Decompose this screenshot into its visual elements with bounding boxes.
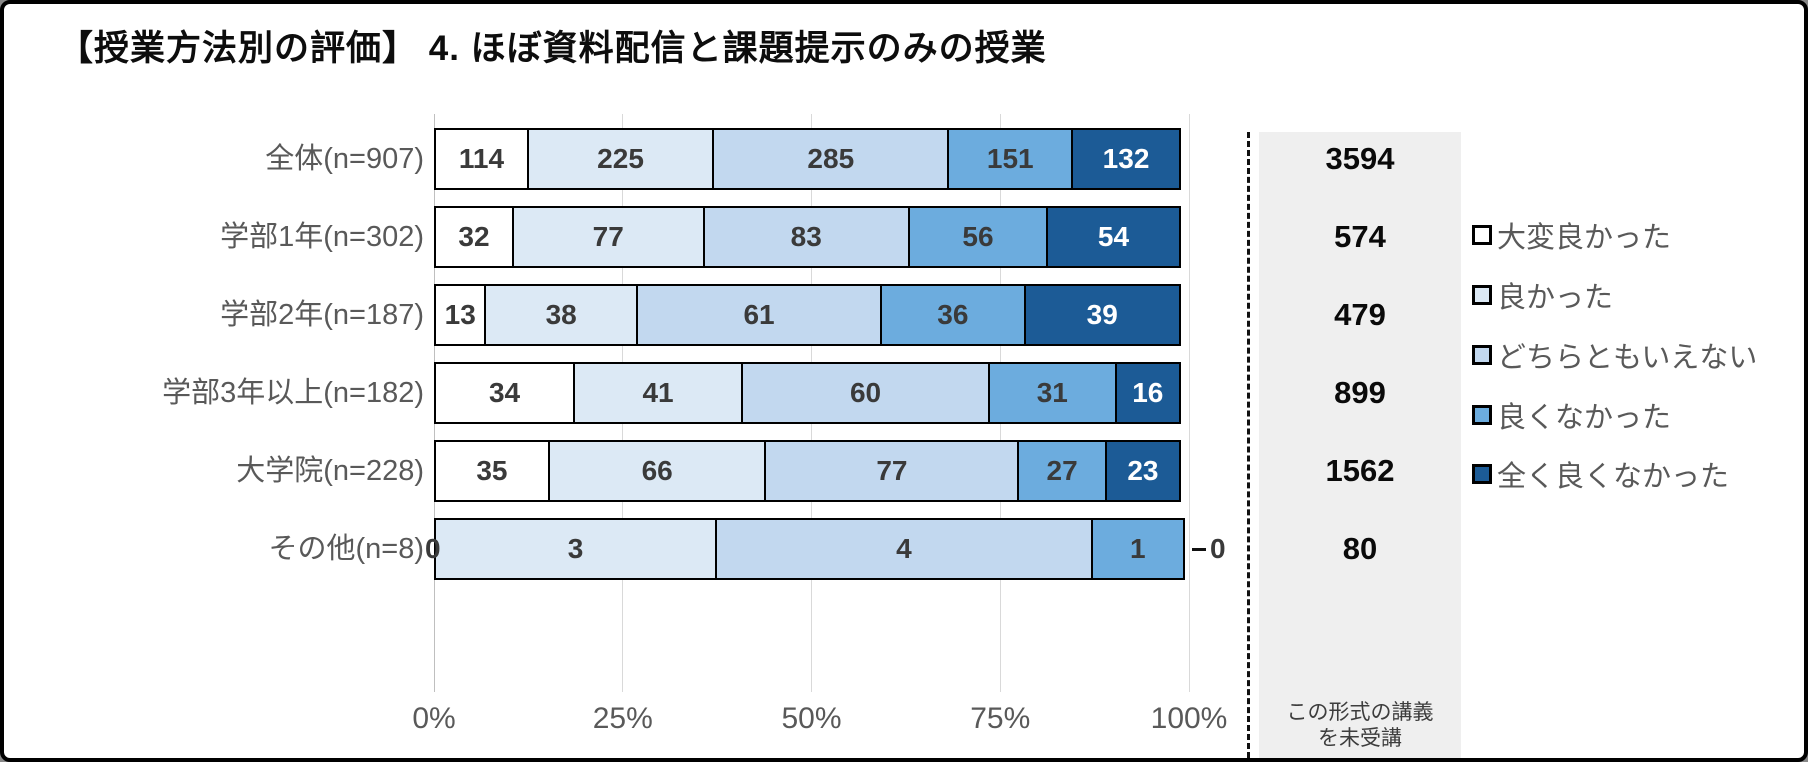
bar-segment: 32 (434, 206, 514, 268)
stacked-bar: 34 41 60 31 16 (434, 362, 1189, 424)
legend-label: 良くなかった (1497, 402, 1672, 434)
x-tick-label: 50% (781, 702, 842, 735)
bar-segment: 13 (434, 284, 487, 346)
not-attended-value: 80 (1342, 531, 1378, 566)
category-label: その他(n=8) (268, 533, 424, 565)
bar-segment: 38 (484, 284, 638, 346)
stacked-bar: 32 77 83 56 54 (434, 206, 1189, 268)
legend-label: 良かった (1497, 282, 1614, 314)
category-label: 大学院(n=228) (236, 455, 424, 487)
category-label: 学部1年(n=302) (220, 221, 424, 253)
legend-item: 良かった (1472, 276, 1613, 314)
bar-segment: 77 (512, 206, 705, 268)
not-attended-value: 479 (1334, 297, 1386, 332)
legend-swatch-icon (1472, 225, 1492, 245)
not-attended-panel: この形式の講義を未受講 3594 574 479 899 1562 80 (1259, 132, 1461, 758)
bar-segment: 36 (880, 284, 1026, 346)
bar-segment: 39 (1023, 284, 1181, 346)
leader-line (1192, 547, 1206, 551)
bar-segment: 61 (635, 284, 883, 346)
x-tick-label: 75% (970, 702, 1031, 735)
not-attended-value: 899 (1334, 375, 1386, 410)
bar-segment: 27 (1017, 440, 1107, 502)
legend-item: どちらともいえない (1472, 336, 1757, 374)
legend-item: 良くなかった (1472, 396, 1671, 434)
bar-segment: 34 (434, 362, 576, 424)
category-label: 学部3年以上(n=182) (162, 377, 424, 409)
gridline (1188, 114, 1190, 692)
bar-value-zero-right: 0 (1192, 518, 1226, 580)
legend-swatch-icon (1472, 405, 1492, 425)
plot-area: 全体(n=907) 114 225 285 151 132 学部1年(n=302) 32 77 8… (162, 114, 1226, 692)
bar-segment: 41 (573, 362, 744, 424)
legend-item: 全く良くなかった (1472, 455, 1729, 493)
legend-swatch-icon (1472, 464, 1492, 484)
bar-segment: 54 (1046, 206, 1181, 268)
divider-dashed-line (1247, 132, 1250, 758)
bar-segment: 56 (908, 206, 1048, 268)
bar-segment: 4 (715, 518, 1093, 580)
bar-segment: 66 (547, 440, 767, 502)
bar-segment: 16 (1114, 362, 1181, 424)
bar-segment: 31 (988, 362, 1117, 424)
legend-label: 大変良かった (1497, 222, 1672, 254)
category-label: 全体(n=907) (265, 143, 424, 175)
bar-segment: 225 (526, 128, 715, 190)
bar-segment: 132 (1071, 128, 1181, 190)
bar-segment: 1 (1090, 518, 1185, 580)
chart-title: 【授業方法別の評価】 4. ほぼ資料配信と課題提示のみの授業 (58, 29, 1047, 68)
bar-segment: 35 (434, 440, 550, 502)
not-attended-value: 574 (1334, 219, 1386, 254)
category-label: 学部2年(n=187) (220, 299, 424, 331)
stacked-bar: 13 38 61 36 39 (434, 284, 1189, 346)
legend-swatch-icon (1472, 345, 1492, 365)
bar-segment: 60 (741, 362, 990, 424)
legend-item: 大変良かった (1472, 216, 1671, 254)
bar-segment: 285 (712, 128, 950, 190)
not-attended-label: この形式の講義を未受講 (1286, 701, 1434, 750)
bar-segment: 83 (702, 206, 910, 268)
bar-segment: 77 (764, 440, 1020, 502)
x-tick-label: 100% (1150, 702, 1228, 735)
not-attended-value: 3594 (1325, 141, 1395, 176)
legend-label: 全く良くなかった (1497, 461, 1730, 493)
x-tick-label: 0% (412, 702, 456, 735)
bar-value-zero-left: 0 (425, 533, 441, 564)
bar-segment: 3 (434, 518, 718, 580)
legend-swatch-icon (1472, 285, 1492, 305)
bar-value-label: 0 (1210, 533, 1226, 564)
bar-segment: 151 (947, 128, 1074, 190)
stacked-bar: 114 225 285 151 132 (434, 128, 1189, 190)
x-axis: 0% 25% 50% 75% 100% (412, 702, 1227, 748)
legend-label: どちらともいえない (1497, 342, 1758, 374)
stacked-bar: 35 66 77 27 23 (434, 440, 1189, 502)
bar-segment: 114 (434, 128, 529, 190)
x-tick-label: 25% (592, 702, 653, 735)
bar-segment: 23 (1104, 440, 1181, 502)
not-attended-value: 1562 (1325, 453, 1395, 488)
